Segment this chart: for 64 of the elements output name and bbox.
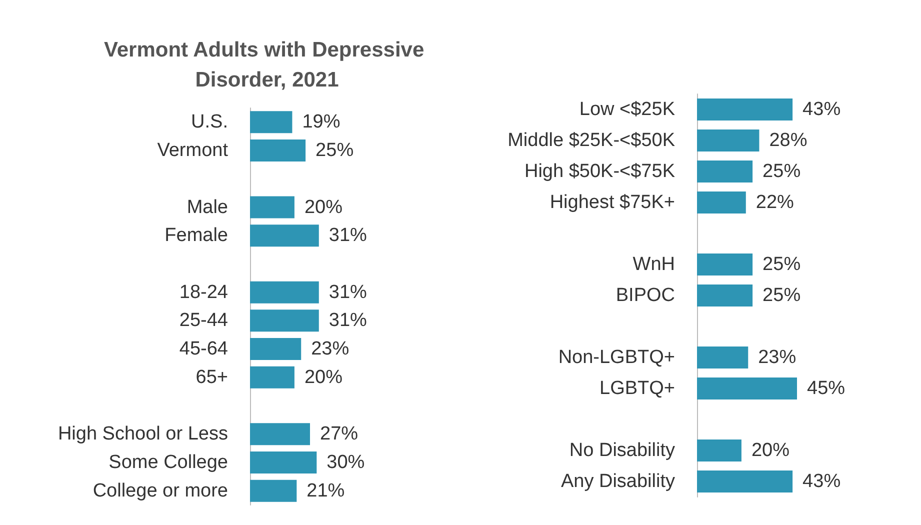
data-label: 21% — [306, 480, 345, 502]
y-tick-label: 45-64 — [179, 338, 228, 360]
y-tick-label: Vermont — [157, 140, 229, 162]
bar — [250, 281, 319, 304]
bar — [697, 130, 760, 152]
data-label: 28% — [769, 130, 808, 151]
y-tick-label: Any Disability — [560, 471, 676, 492]
y-tick-label: No Disability — [569, 440, 676, 461]
data-label: 25% — [316, 140, 354, 162]
bar — [250, 366, 294, 388]
data-label: 30% — [326, 452, 365, 473]
y-tick-label: High School or Less — [58, 424, 228, 445]
bar — [250, 196, 294, 218]
data-label: 27% — [320, 424, 358, 445]
y-tick-label: U.S. — [191, 112, 228, 133]
data-label: 20% — [304, 366, 343, 388]
bar — [697, 284, 753, 306]
bar — [697, 98, 793, 120]
data-label: 20% — [751, 440, 790, 461]
y-tick-label: Male — [186, 196, 228, 218]
data-label: 22% — [756, 192, 794, 213]
bar — [697, 254, 753, 276]
data-label: 31% — [328, 282, 368, 303]
data-label: 43% — [802, 99, 841, 120]
y-tick-label: College or more — [92, 480, 228, 502]
y-tick-label: 65+ — [196, 366, 228, 388]
y-tick-label: Highest $75K+ — [550, 192, 675, 213]
data-label: 25% — [762, 161, 801, 182]
bar — [697, 440, 742, 462]
bar — [250, 140, 306, 162]
y-tick-label: High $50K-<$75K — [524, 161, 676, 182]
bar — [250, 111, 292, 134]
bar — [697, 470, 793, 492]
data-label: 31% — [328, 310, 368, 332]
data-label: 23% — [758, 347, 796, 368]
bar — [250, 310, 319, 332]
data-label: 45% — [807, 378, 846, 399]
bar — [697, 378, 797, 400]
y-tick-label: LGBTQ+ — [600, 378, 675, 399]
y-tick-label: 25-44 — [179, 310, 228, 332]
y-tick-label: Middle $25K-<$50K — [508, 130, 676, 151]
bar — [697, 192, 746, 214]
y-tick-label: Female — [164, 225, 228, 246]
data-label: 43% — [802, 471, 841, 492]
bar — [250, 338, 302, 360]
data-label: 20% — [304, 196, 343, 218]
y-tick-label: Some College — [108, 452, 228, 473]
bar — [250, 423, 310, 446]
y-tick-label: Non-LGBTQ+ — [558, 347, 675, 368]
bar — [250, 480, 297, 502]
y-tick-label: 18-24 — [179, 282, 228, 303]
y-tick-label: WnH — [632, 254, 675, 275]
y-tick-label: Low <$25K — [579, 99, 676, 120]
bar — [697, 346, 748, 368]
data-label: 31% — [328, 225, 368, 246]
data-label: 23% — [311, 338, 350, 360]
data-label: 25% — [762, 254, 801, 275]
bar — [250, 224, 319, 247]
data-label: 19% — [302, 112, 340, 133]
bar — [697, 160, 753, 182]
data-label: 25% — [762, 285, 801, 306]
chart-title: Vermont Adults with Depressive Disorder, 2021 — [104, 38, 430, 92]
y-tick-label: BIPOC — [616, 285, 675, 306]
bar — [250, 451, 317, 474]
